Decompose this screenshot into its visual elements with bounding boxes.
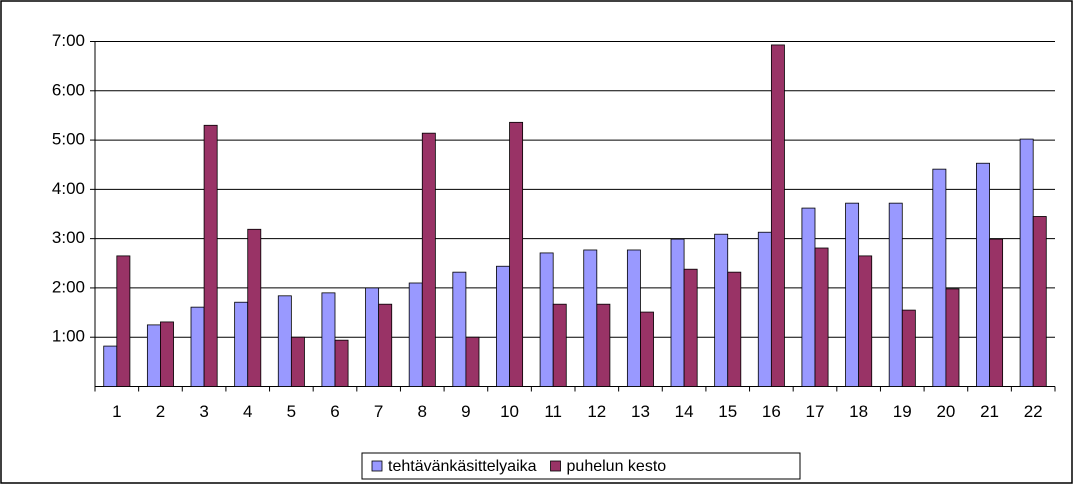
bar (670, 238, 685, 387)
legend-swatch (371, 460, 383, 472)
y-tick-label: 4:00 (52, 179, 85, 198)
bar (945, 288, 960, 387)
y-tick-label: 2:00 (52, 277, 85, 296)
bar (290, 336, 305, 387)
bar (626, 249, 641, 387)
bar (583, 249, 598, 387)
bar (321, 292, 336, 387)
bar (640, 311, 654, 387)
x-tick-label: 5 (287, 402, 296, 421)
y-tick-label: 1:00 (52, 327, 85, 346)
x-tick-label: 18 (849, 402, 868, 421)
legend-label: tehtävänkäsittelyaika (388, 458, 537, 475)
x-tick-label: 6 (330, 402, 339, 421)
bar (334, 339, 349, 387)
bar (247, 228, 262, 387)
x-tick-label: 21 (980, 402, 999, 421)
x-tick-label: 19 (893, 402, 912, 421)
x-tick-label: 1 (112, 402, 121, 421)
x-tick-label: 16 (762, 402, 781, 421)
x-tick-label: 11 (544, 402, 562, 421)
x-tick-label: 22 (1024, 402, 1043, 421)
bar (190, 306, 205, 387)
bar (814, 247, 829, 387)
x-tick-label: 3 (199, 402, 208, 421)
bar (509, 121, 524, 387)
x-tick-label: 2 (156, 402, 165, 421)
bar (408, 282, 423, 387)
bar (727, 271, 742, 387)
bar (714, 233, 729, 387)
y-tick-label: 6:00 (52, 80, 85, 99)
bar (770, 44, 785, 387)
bar (378, 303, 393, 387)
bar (203, 124, 218, 387)
x-tick-label: 14 (675, 402, 694, 421)
bar (1032, 216, 1047, 387)
bar (452, 271, 467, 387)
x-tick-label: 8 (418, 402, 427, 421)
bar (757, 231, 772, 387)
y-tick-label: 5:00 (52, 130, 85, 149)
bar (845, 202, 860, 387)
bar (1019, 138, 1034, 387)
x-tick-label: 7 (374, 402, 383, 421)
bar (103, 345, 118, 387)
bar (552, 303, 567, 387)
x-tick-label: 10 (500, 402, 519, 421)
bar (888, 202, 903, 387)
x-tick-label: 9 (461, 402, 470, 421)
bar (596, 303, 611, 387)
x-tick-label: 15 (718, 402, 737, 421)
bar (901, 309, 916, 387)
legend-label: puhelun kesto (567, 458, 667, 475)
bar (496, 265, 510, 387)
y-tick-label: 7:00 (52, 31, 85, 50)
legend-swatch (550, 460, 561, 472)
bar (160, 321, 174, 387)
bar (465, 336, 480, 387)
bar (989, 238, 1004, 387)
bar (234, 301, 249, 387)
x-tick-label: 12 (587, 402, 606, 421)
bar (858, 255, 873, 387)
bar (932, 168, 947, 387)
bar (146, 324, 161, 387)
bar (277, 295, 292, 387)
x-tick-label: 4 (243, 402, 252, 421)
bar (683, 268, 698, 387)
x-tick-label: 20 (936, 402, 955, 421)
bar (539, 252, 554, 387)
bar (976, 162, 990, 387)
y-tick-label: 3:00 (52, 228, 85, 247)
bar (801, 207, 816, 387)
bar (365, 287, 380, 387)
legend-box (361, 452, 801, 480)
x-tick-label: 17 (806, 402, 825, 421)
bar (421, 132, 436, 387)
bar (116, 255, 131, 387)
x-tick-label: 13 (631, 402, 650, 421)
